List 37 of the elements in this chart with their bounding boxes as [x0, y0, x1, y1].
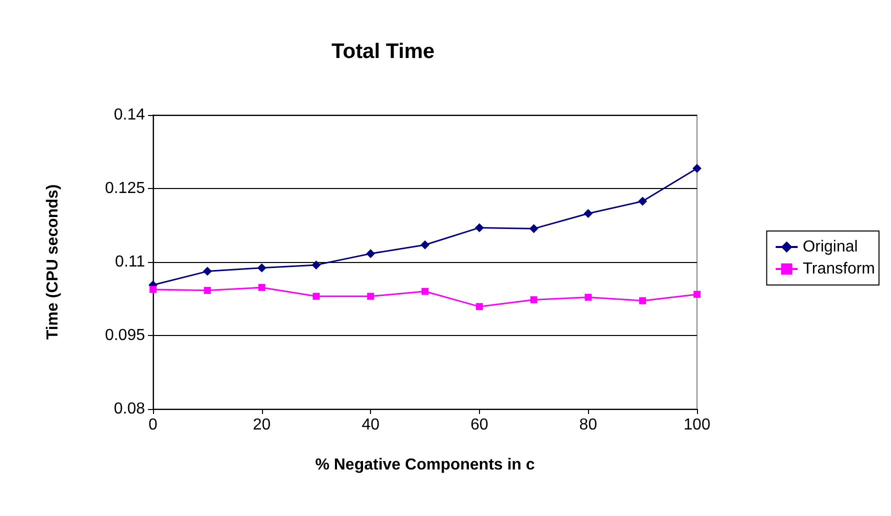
- legend-label: Original: [802, 238, 858, 256]
- point: [584, 294, 592, 301]
- point: [420, 240, 430, 250]
- x-tick-label: 60: [470, 416, 488, 434]
- point: [474, 223, 484, 232]
- point: [367, 292, 374, 300]
- y-tick-label: 0.08: [114, 400, 146, 418]
- y-tick-label: 0.125: [104, 180, 146, 197]
- point: [150, 286, 156, 293]
- point: [312, 260, 321, 270]
- point: [202, 266, 212, 276]
- point: [204, 286, 211, 294]
- point: [312, 292, 320, 300]
- y-tick-label: 0.095: [104, 327, 146, 344]
- point: [366, 249, 376, 258]
- point: [422, 288, 428, 295]
- point: [476, 303, 483, 310]
- point: [692, 164, 702, 173]
- point: [257, 263, 266, 272]
- x-tick-label: 100: [684, 416, 710, 434]
- point: [530, 296, 538, 304]
- point: [694, 290, 700, 298]
- x-tick-label: 40: [362, 416, 380, 434]
- point: [529, 224, 538, 234]
- point: [639, 297, 646, 304]
- y-axis-title: Time (CPU seconds): [44, 184, 62, 340]
- chart-title: Total Time: [331, 40, 435, 63]
- x-axis-title: % Negative Components in c: [315, 456, 535, 474]
- point: [258, 284, 266, 291]
- x-tick-label: 80: [579, 416, 598, 434]
- x-tick-label: 20: [252, 416, 271, 434]
- point: [638, 196, 648, 206]
- x-tick-label: 0: [148, 416, 158, 434]
- y-tick-label: 0.14: [114, 106, 146, 124]
- legend-label: Transform: [802, 260, 876, 278]
- point: [584, 208, 593, 218]
- y-tick-label: 0.11: [115, 254, 146, 270]
